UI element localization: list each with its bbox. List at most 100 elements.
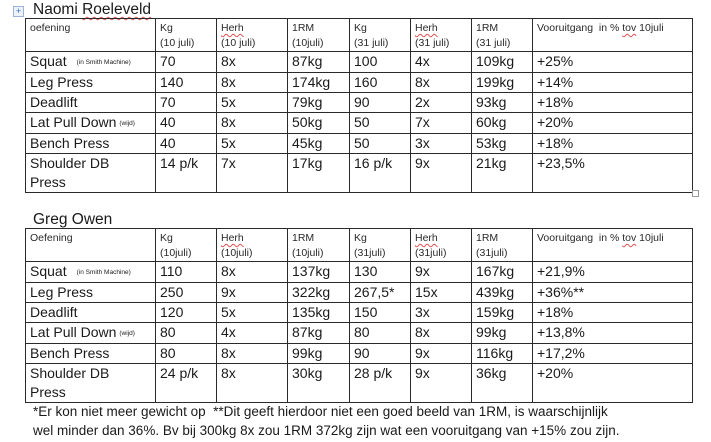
header-progress: Vooruitgang in % tov 10juli	[532, 228, 693, 262]
cell-rm2: 99kg	[471, 322, 533, 344]
table-header-row: oefening Kg (10 juli) Herh (10 juli) 1RM (1…	[25, 18, 693, 52]
table-move-handle-icon[interactable]: +	[13, 6, 24, 17]
header-1rm-31juli: 1RM (31juli)	[471, 228, 533, 262]
header-reps-10juli: Herh (10juli)	[216, 228, 288, 262]
cell-kg1: 110	[155, 261, 217, 283]
cell-rm1: 322kg	[287, 282, 350, 303]
cell-rm2: 116kg	[471, 343, 533, 364]
cell-rm1: 137kg	[287, 261, 350, 283]
table-row: Bench Press 80 8x 99kg 90 9x 116kg +17,2…	[25, 343, 693, 364]
cell-reps2: 2x	[410, 92, 472, 113]
cell-progress: +18%	[532, 92, 693, 113]
cell-reps2: 15x	[410, 282, 472, 303]
cell-reps1: 9x	[216, 282, 288, 303]
cell-kg1: 40	[155, 112, 217, 134]
cell-kg2: 100	[349, 51, 411, 73]
cell-rm1: 87kg	[287, 322, 350, 344]
footnote-line-2: wel minder dan 36%. Bv bij 300kg 8x zou …	[33, 423, 620, 438]
header-1rm-31juli: 1RM (31 juli)	[471, 18, 533, 52]
cell-rm2: 167kg	[471, 261, 533, 283]
cell-kg1: 24 p/k	[155, 363, 217, 403]
cell-rm2: 109kg	[471, 51, 533, 73]
cell-rm2: 439kg	[471, 282, 533, 303]
cell-progress: +20%	[532, 363, 693, 403]
cell-kg2: 150	[349, 302, 411, 323]
cell-kg1: 250	[155, 282, 217, 303]
cell-progress: +25%	[532, 51, 693, 73]
cell-exercise: Shoulder DB Press	[25, 363, 156, 403]
cell-kg2: 80	[349, 322, 411, 344]
cell-reps2: 9x	[410, 153, 472, 193]
table-row: Squat (in Smith Machine) 70 8x 87kg 100 4…	[25, 51, 693, 73]
cell-kg2: 50	[349, 112, 411, 134]
cell-exercise: Lat Pull Down (wijd)	[25, 112, 156, 134]
cell-progress: +14%	[532, 72, 693, 93]
cell-kg1: 80	[155, 343, 217, 364]
header-kg-10juli: Kg (10juli)	[155, 228, 217, 262]
header-reps-31juli: Herh (31 juli)	[410, 18, 472, 52]
cell-exercise: Squat (in Smith Machine)	[25, 51, 156, 73]
cell-rm2: 93kg	[471, 92, 533, 113]
cell-kg2: 160	[349, 72, 411, 93]
cell-kg1: 70	[155, 51, 217, 73]
cell-kg1: 40	[155, 133, 217, 154]
cell-kg2: 16 p/k	[349, 153, 411, 193]
lift-table-naomi: oefening Kg (10 juli) Herh (10 juli) 1RM (1…	[25, 18, 693, 193]
cell-progress: +23,5%	[532, 153, 693, 193]
cell-rm2: 21kg	[471, 153, 533, 193]
header-progress: Vooruitgang in % tov 10juli	[532, 18, 693, 52]
table-row: Squat (in Smith Machine) 110 8x 137kg 130…	[25, 261, 693, 283]
cell-exercise: Leg Press	[25, 72, 156, 93]
header-1rm-10juli: 1RM (10juli)	[287, 228, 350, 262]
cell-exercise: Lat Pull Down (wijd)	[25, 322, 156, 344]
header-reps-10juli: Herh (10 juli)	[216, 18, 288, 52]
cell-rm2: 60kg	[471, 112, 533, 134]
header-1rm-10juli: 1RM (10juli)	[287, 18, 350, 52]
cell-rm1: 135kg	[287, 302, 350, 323]
cell-rm1: 50kg	[287, 112, 350, 134]
table-row: Deadlift 70 5x 79kg 90 2x 93kg +18%	[25, 92, 693, 113]
cell-rm1: 45kg	[287, 133, 350, 154]
cell-exercise: Shoulder DB Press	[25, 153, 156, 193]
cell-reps2: 4x	[410, 51, 472, 73]
cell-kg1: 140	[155, 72, 217, 93]
cell-reps1: 4x	[216, 322, 288, 344]
cell-exercise: Deadlift	[25, 92, 156, 113]
table-row: Shoulder DB Press 24 p/k 8x 30kg 28 p/k 9…	[25, 363, 693, 403]
cell-reps1: 8x	[216, 112, 288, 134]
table-row: Leg Press 140 8x 174kg 160 8x 199kg +14%	[25, 72, 693, 93]
cell-reps2: 7x	[410, 112, 472, 134]
cell-reps1: 5x	[216, 302, 288, 323]
cell-rm1: 87kg	[287, 51, 350, 73]
cell-kg1: 120	[155, 302, 217, 323]
table-resize-handle-icon[interactable]	[692, 190, 699, 197]
header-reps-31juli: Herh (31juli)	[410, 228, 472, 262]
cell-rm2: 159kg	[471, 302, 533, 323]
cell-kg1: 80	[155, 322, 217, 344]
cell-rm2: 36kg	[471, 363, 533, 403]
cell-progress: +21,9%	[532, 261, 693, 283]
cell-rm1: 30kg	[287, 363, 350, 403]
cell-kg2: 267,5*	[349, 282, 411, 303]
cell-exercise: Deadlift	[25, 302, 156, 323]
table-row: Leg Press 250 9x 322kg 267,5* 15x 439kg …	[25, 282, 693, 303]
cell-kg2: 90	[349, 92, 411, 113]
cell-reps2: 3x	[410, 302, 472, 323]
person-title-greg: Greg Owen	[33, 211, 113, 228]
lift-table-greg: Oefening Kg (10juli) Herh (10juli) 1RM (10j…	[25, 228, 693, 403]
cell-reps1: 7x	[216, 153, 288, 193]
cell-reps2: 9x	[410, 363, 472, 403]
cell-rm1: 99kg	[287, 343, 350, 364]
cell-kg2: 28 p/k	[349, 363, 411, 403]
cell-progress: +13,8%	[532, 322, 693, 344]
cell-exercise: Bench Press	[25, 133, 156, 154]
cell-rm1: 79kg	[287, 92, 350, 113]
cell-kg2: 90	[349, 343, 411, 364]
cell-kg2: 50	[349, 133, 411, 154]
cell-rm2: 199kg	[471, 72, 533, 93]
cell-reps1: 5x	[216, 92, 288, 113]
cell-reps1: 5x	[216, 133, 288, 154]
footnote: *Er kon niet meer gewicht op **Dit geeft…	[33, 402, 703, 440]
cell-reps1: 8x	[216, 72, 288, 93]
cell-reps2: 9x	[410, 261, 472, 283]
